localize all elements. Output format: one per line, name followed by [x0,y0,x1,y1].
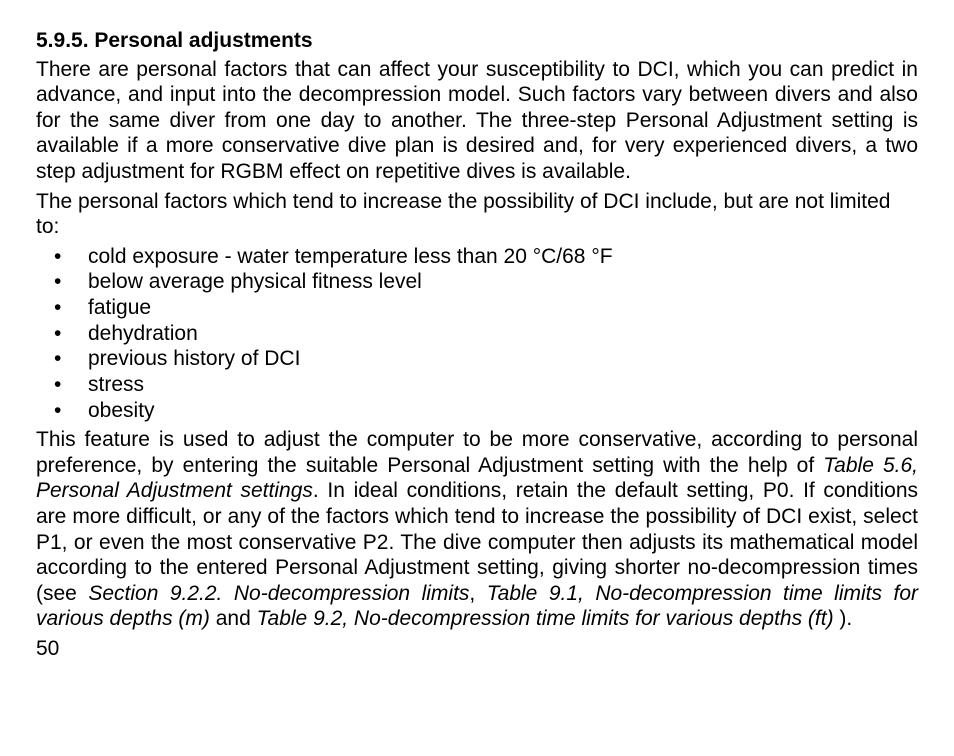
text-run: and [210,607,257,630]
section-reference: Section 9.2.2. No-decompression limits [88,582,469,605]
page-number: 50 [36,636,918,662]
list-item: stress [36,372,918,398]
list-item: obesity [36,398,918,424]
list-item: previous history of DCI [36,346,918,372]
paragraph-intro: There are personal factors that can affe… [36,57,918,185]
text-run: ). [834,607,853,630]
text-run: , [469,582,486,605]
list-item: dehydration [36,321,918,347]
list-item: cold exposure - water temperature less t… [36,244,918,270]
table-reference: Table 9.2, No-decompression time limits … [257,607,834,630]
paragraph-feature: This feature is used to adjust the compu… [36,427,918,632]
section-heading: 5.9.5. Personal adjustments [36,28,918,54]
list-item: fatigue [36,295,918,321]
text-run: This feature is used to adjust the compu… [36,428,918,477]
list-item: below average physical fitness level [36,269,918,295]
paragraph-factors-intro: The personal factors which tend to incre… [36,189,918,240]
factors-list: cold exposure - water temperature less t… [36,244,918,423]
